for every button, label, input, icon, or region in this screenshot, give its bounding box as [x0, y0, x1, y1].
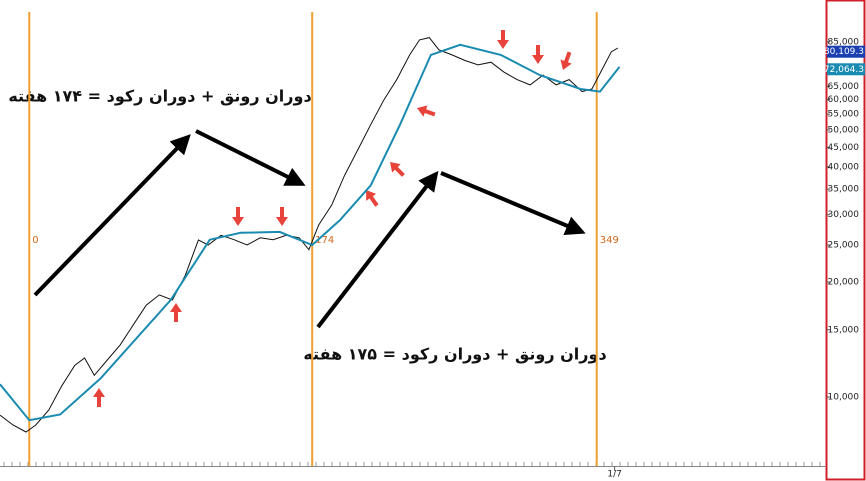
price-label-bg [827, 45, 865, 58]
cycle-label: 174 [315, 235, 334, 246]
y-tick-label: 10,000 [828, 393, 860, 403]
y-tick-label: 15,000 [828, 325, 860, 335]
x-tick-label: 1/7 [607, 470, 621, 480]
price-label-bg [827, 63, 865, 76]
cycle-label: 0 [32, 235, 38, 246]
arrow [440, 171, 586, 236]
y-tick-label: 55,000 [828, 110, 860, 120]
y-tick-label: 85,000 [828, 37, 860, 47]
price-label: 72,064.3 [824, 65, 864, 75]
price-line [0, 43, 621, 422]
y-tick-label: 65,000 [828, 82, 860, 92]
y-tick-label: 25,000 [828, 240, 860, 250]
y-tick-label: 40,000 [828, 162, 860, 172]
cycle-label: 349 [600, 235, 619, 246]
y-tick-label: 45,000 [828, 143, 860, 153]
y-tick-label: 60,000 [828, 95, 860, 105]
y-tick-label: 20,000 [828, 278, 860, 288]
trend-arrows [33, 129, 586, 329]
y-tick-label: 50,000 [828, 125, 860, 135]
arrow [195, 129, 306, 186]
annotation: دوران رونق + دوران رکود = ۱۷۵ هفته [303, 345, 606, 364]
price-line [0, 37, 619, 433]
price-label: 80,109.3 [824, 47, 864, 57]
y-tick-label: 30,000 [828, 210, 860, 220]
arrow [316, 170, 439, 329]
x-minor-ticks [3, 462, 821, 466]
y-tick-label: 35,000 [828, 185, 860, 195]
annotation: دوران رونق + دوران رکود = ۱۷۴ هفته [8, 87, 311, 106]
arrow [33, 134, 191, 297]
price-axis-panel [825, 0, 866, 481]
